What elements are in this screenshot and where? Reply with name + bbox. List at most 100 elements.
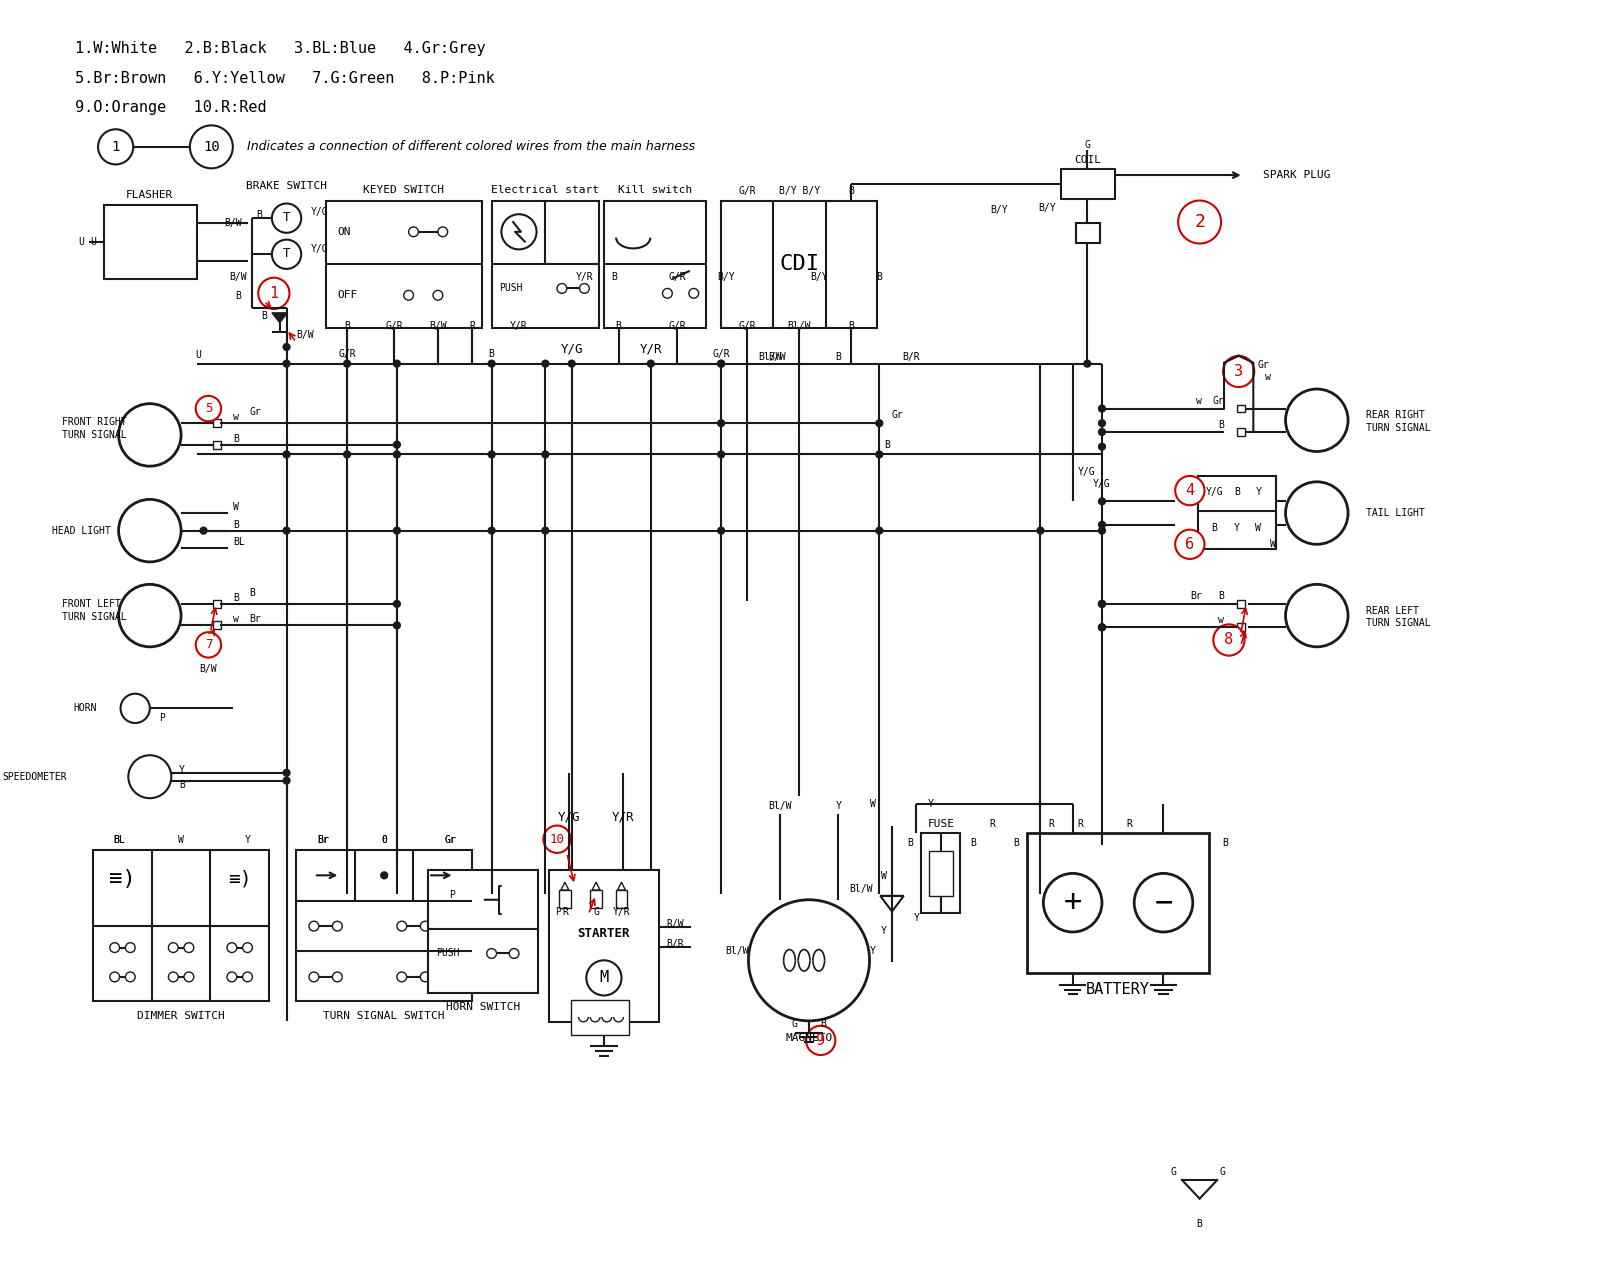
Text: B: B — [616, 320, 621, 330]
Text: B: B — [848, 186, 854, 196]
Circle shape — [394, 442, 400, 448]
Text: Y: Y — [179, 765, 186, 774]
Text: W: W — [1256, 522, 1261, 532]
Text: Y: Y — [1256, 486, 1261, 497]
Text: G/R: G/R — [386, 320, 403, 330]
Bar — [590, 890, 602, 908]
Text: Y/R: Y/R — [613, 810, 635, 823]
Circle shape — [486, 948, 496, 959]
Bar — [1237, 404, 1245, 412]
Text: w: w — [1218, 616, 1224, 626]
Circle shape — [718, 451, 725, 458]
Text: B: B — [179, 780, 186, 790]
Text: W: W — [178, 835, 184, 845]
Text: 5.Br:Brown   6.Y:Yellow   7.G:Green   8.P:Pink: 5.Br:Brown 6.Y:Yellow 7.G:Green 8.P:Pink — [75, 70, 494, 86]
Text: Y: Y — [245, 835, 251, 845]
Circle shape — [544, 826, 571, 852]
Text: B: B — [1013, 838, 1019, 849]
Bar — [104, 205, 197, 279]
Circle shape — [408, 227, 418, 237]
Circle shape — [690, 288, 699, 298]
Text: G: G — [594, 908, 598, 918]
Circle shape — [488, 360, 494, 367]
Text: 6: 6 — [1186, 536, 1195, 552]
Circle shape — [394, 600, 400, 607]
Text: Bl/W: Bl/W — [725, 946, 749, 956]
Circle shape — [272, 204, 301, 233]
Circle shape — [333, 922, 342, 931]
Circle shape — [488, 527, 494, 534]
Text: BL: BL — [114, 835, 125, 845]
Text: G/R: G/R — [739, 320, 757, 330]
Text: U: U — [195, 349, 202, 360]
Bar — [213, 420, 221, 428]
Text: B: B — [1234, 486, 1240, 497]
Circle shape — [283, 451, 290, 458]
Circle shape — [579, 284, 589, 293]
Text: 0: 0 — [381, 835, 387, 845]
Text: TURN SIGNAL: TURN SIGNAL — [62, 430, 126, 440]
Circle shape — [1099, 600, 1106, 607]
Text: HORN: HORN — [74, 703, 98, 713]
Text: B/Y: B/Y — [1038, 204, 1056, 214]
Text: M: M — [600, 970, 608, 986]
Text: G/R: G/R — [669, 271, 686, 282]
Text: Y/G: Y/G — [1205, 486, 1222, 497]
Circle shape — [1099, 521, 1106, 529]
Text: Bl/W: Bl/W — [758, 352, 782, 362]
Text: 10: 10 — [203, 140, 219, 154]
Circle shape — [501, 214, 536, 250]
Text: 5: 5 — [205, 402, 213, 415]
Circle shape — [749, 900, 869, 1021]
Text: Bl/W: Bl/W — [850, 884, 872, 893]
Bar — [1198, 476, 1275, 549]
Text: B/W: B/W — [229, 271, 246, 282]
Circle shape — [718, 360, 725, 367]
Text: Y: Y — [882, 925, 886, 936]
Text: Y/G: Y/G — [1077, 467, 1094, 477]
Circle shape — [1134, 873, 1192, 932]
Circle shape — [283, 527, 290, 534]
Circle shape — [200, 527, 206, 534]
Text: BATTERY: BATTERY — [1086, 982, 1149, 997]
Text: FRONT LEFT: FRONT LEFT — [62, 599, 120, 609]
Bar — [722, 201, 877, 328]
Text: B/W: B/W — [768, 352, 786, 362]
Text: P: P — [450, 890, 456, 900]
Bar — [558, 890, 571, 908]
Text: 9.O:Orange   10.R:Red: 9.O:Orange 10.R:Red — [75, 100, 266, 115]
Text: HEAD LIGHT: HEAD LIGHT — [53, 526, 110, 535]
Text: BL: BL — [114, 835, 125, 845]
Text: Br: Br — [1190, 591, 1202, 602]
Text: 1: 1 — [269, 285, 278, 301]
Text: Y/G: Y/G — [557, 810, 581, 823]
Circle shape — [662, 288, 672, 298]
Text: B: B — [970, 838, 976, 849]
Text: −: − — [1154, 888, 1173, 918]
Bar — [549, 870, 659, 1021]
Circle shape — [1099, 600, 1106, 607]
Circle shape — [344, 451, 350, 458]
Circle shape — [1099, 623, 1106, 631]
Text: G: G — [1170, 1167, 1176, 1178]
Text: Br: Br — [317, 835, 328, 845]
Text: B: B — [344, 320, 350, 330]
Text: B: B — [488, 349, 494, 358]
Circle shape — [309, 922, 318, 931]
Bar — [603, 201, 707, 328]
Polygon shape — [562, 882, 568, 890]
Text: Y: Y — [914, 914, 920, 923]
Bar — [571, 1001, 629, 1034]
Text: B/W: B/W — [224, 218, 242, 228]
Text: Y: Y — [1234, 522, 1240, 532]
Polygon shape — [880, 896, 904, 911]
Bar — [1061, 169, 1115, 198]
Text: B: B — [234, 593, 238, 603]
Circle shape — [718, 420, 725, 426]
Text: B: B — [234, 520, 238, 530]
Text: B/R: B/R — [902, 352, 920, 362]
Bar — [616, 890, 627, 908]
Text: B: B — [1197, 1219, 1203, 1229]
Text: G: G — [792, 1019, 797, 1029]
Circle shape — [1099, 406, 1106, 412]
